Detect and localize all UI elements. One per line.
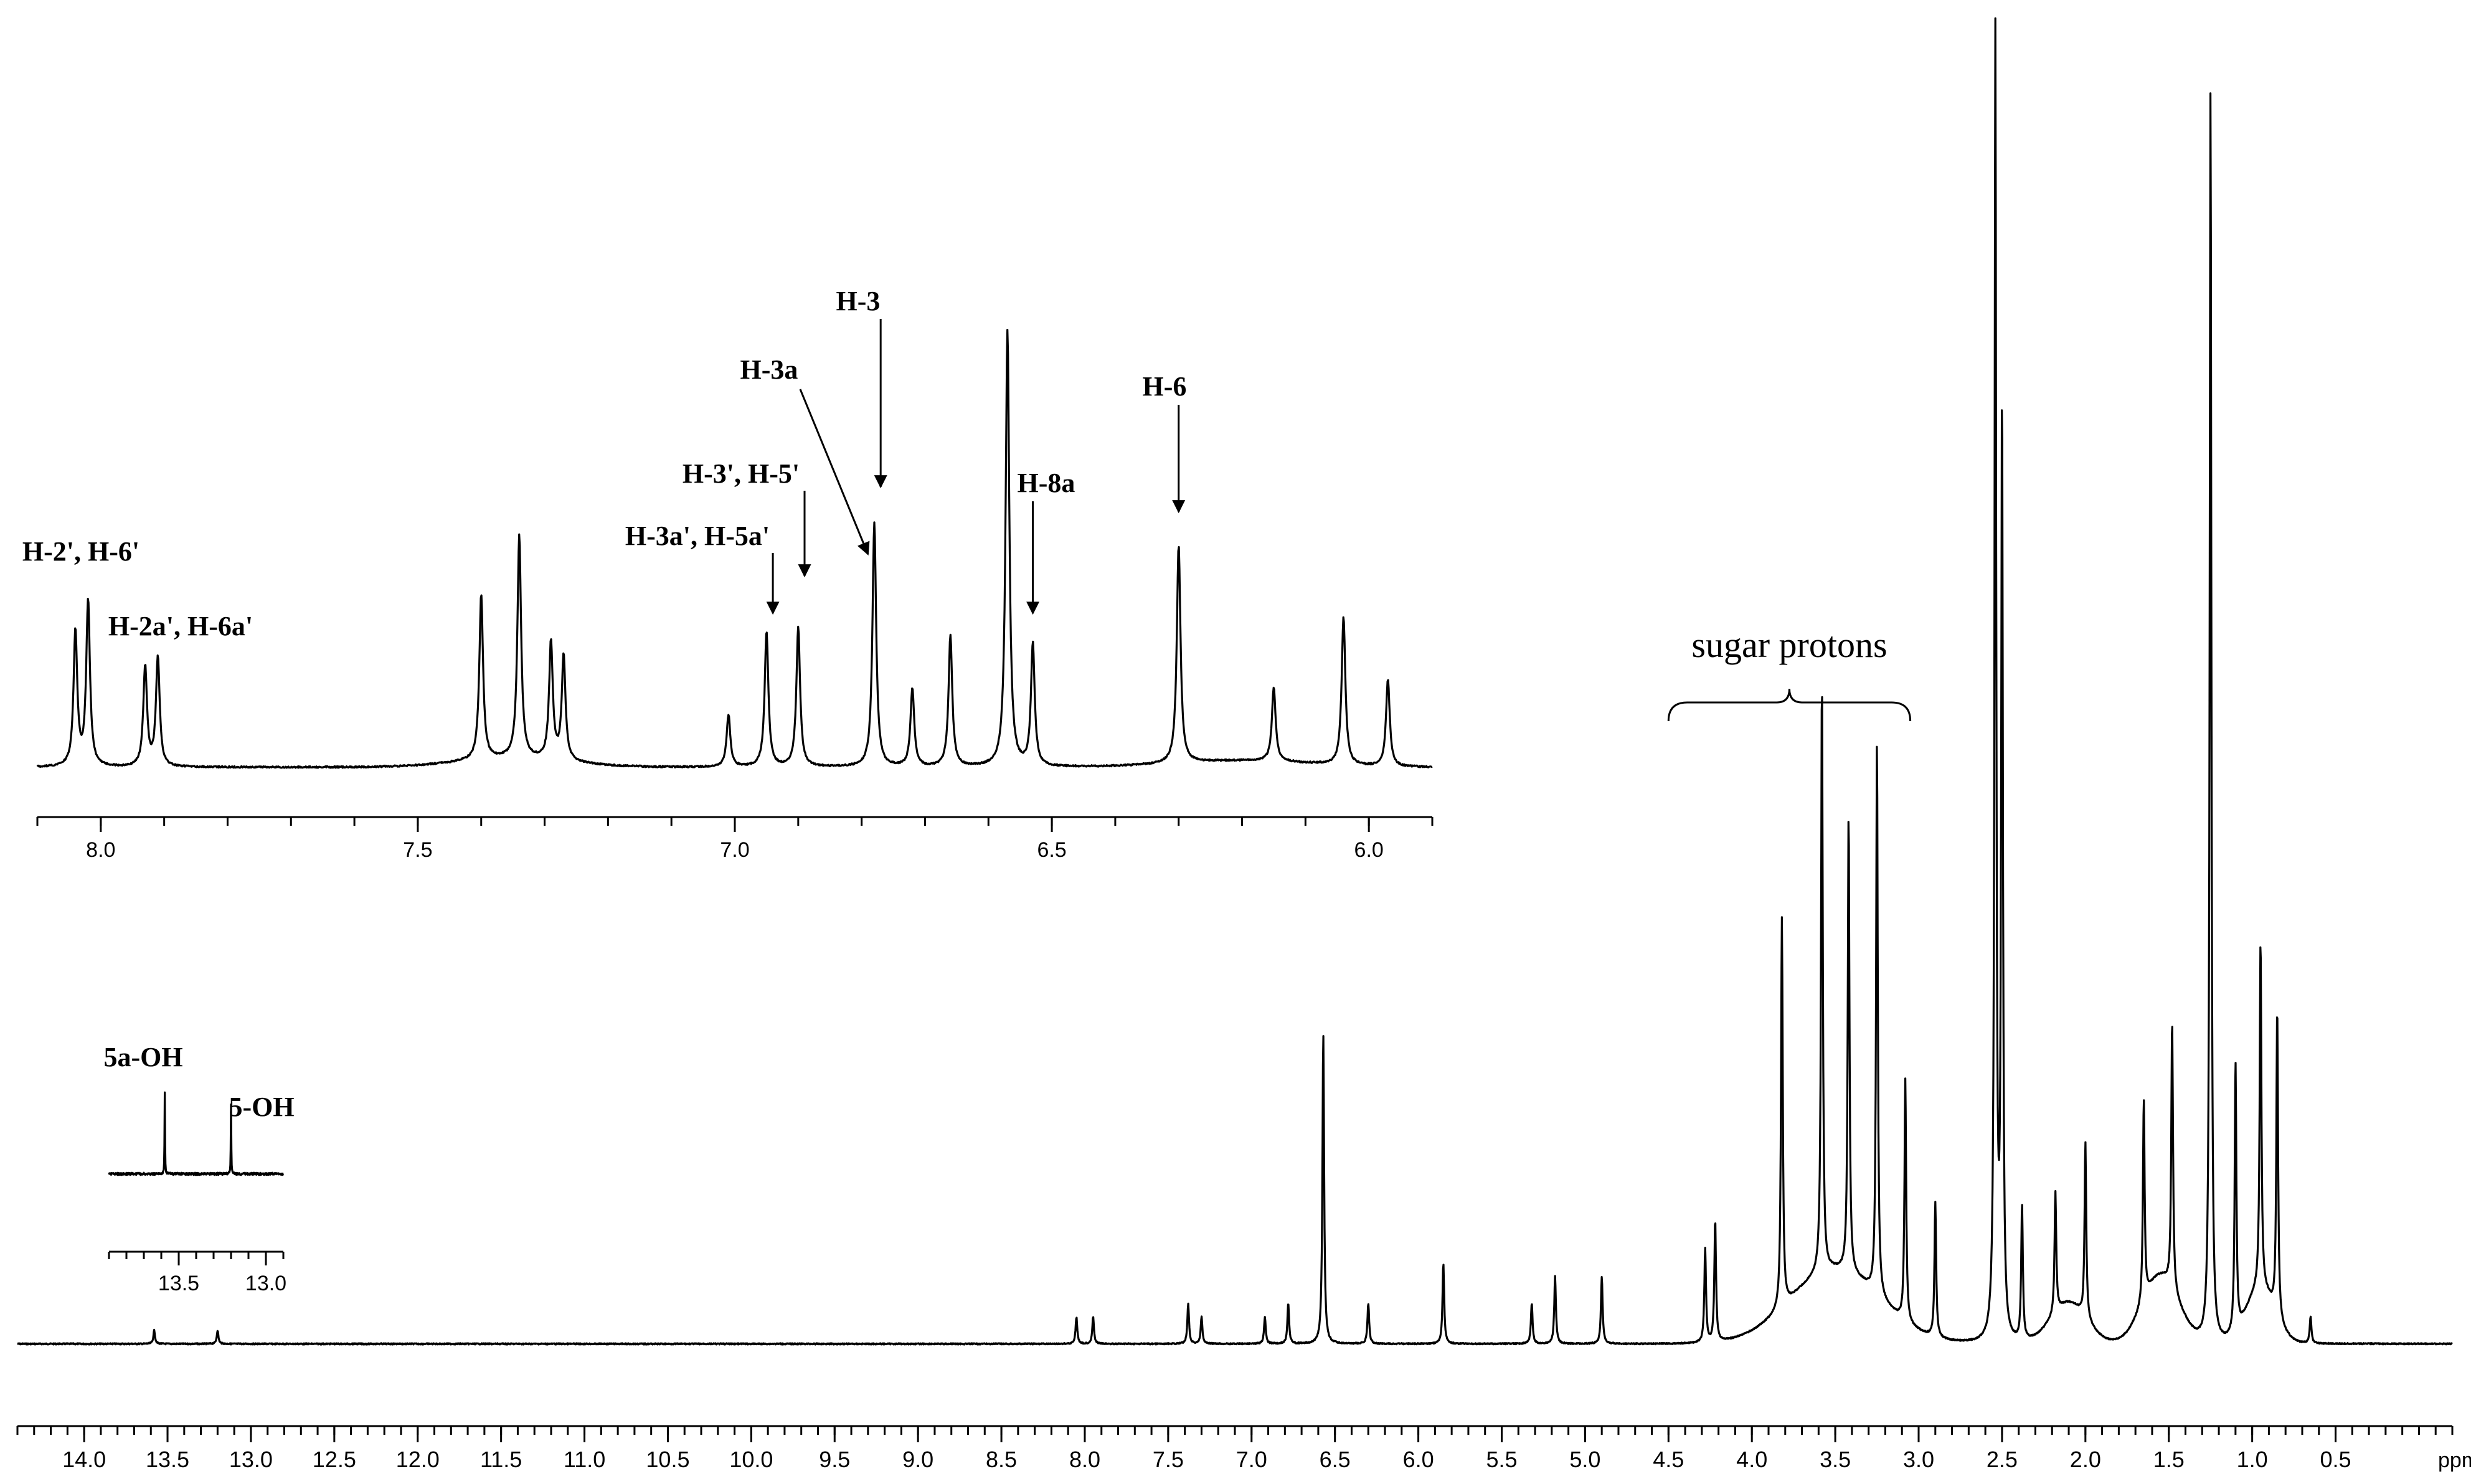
- peak-label: H-2', H-6': [22, 536, 139, 567]
- peak-label: H-3', H-5': [683, 458, 800, 489]
- x-tick-label: 7.0: [1236, 1447, 1267, 1472]
- peak-label: H-3a', H-5a': [625, 521, 770, 551]
- peak-label: H-2a', H-6a': [108, 611, 253, 641]
- x-tick-label: 5.5: [1486, 1447, 1517, 1472]
- x-tick-label: 11.5: [480, 1447, 522, 1472]
- x-tick-label: 12.5: [313, 1447, 356, 1472]
- x-tick-label: 4.0: [1736, 1447, 1767, 1472]
- peak-arrow: [799, 389, 870, 555]
- x-tick-label: 12.0: [396, 1447, 440, 1472]
- main-x-unit-label: ppm: [2438, 1449, 2471, 1472]
- x-tick-label: 6.5: [1320, 1447, 1351, 1472]
- x-tick-label: 2.5: [1987, 1447, 2018, 1472]
- x-tick-label: 11.0: [564, 1447, 605, 1472]
- aromatic-inset-x-ticks: 8.0 7.5 7.0 6.5 6.0: [36, 817, 1434, 862]
- hydroxyl-peak-labels: 5a-OH 5-OH: [103, 1042, 294, 1122]
- peak-label: 5a-OH: [103, 1042, 182, 1072]
- x-tick-label: 10.5: [646, 1447, 689, 1472]
- x-tick-label: 6.0: [1403, 1447, 1434, 1472]
- aromatic-peak-labels: H-2', H-6' H-2a', H-6a' H-3a', H-5a' H-3', …: [22, 286, 1187, 641]
- x-tick-label: 4.5: [1653, 1447, 1684, 1472]
- hydroxyl-inset-x-ticks: 13.5 13.0: [108, 1252, 286, 1295]
- main-x-ticks: 14.0 13.5 13.0 12.5 12.0 11.5 11.0 10.5 10.0 9.5 9…: [16, 1426, 2454, 1472]
- x-tick-label: 6.5: [1037, 838, 1066, 862]
- x-tick-label: 13.5: [146, 1447, 189, 1472]
- aromatic-region-inset: 8.0 7.5 7.0 6.5 6.0 H-2', H-6'H-2a', H-6a'H-…: [22, 286, 1434, 862]
- aromatic-inset-trace: [36, 329, 1433, 769]
- x-tick-label: 7.5: [1153, 1447, 1184, 1472]
- main-spectrum-panel: 14.0 13.5 13.0 12.5 12.0 11.5 11.0 10.5 10.0 9.5 9…: [16, 17, 2471, 1472]
- x-tick-label: 9.5: [819, 1447, 850, 1472]
- x-tick-label: 13.5: [158, 1272, 199, 1295]
- sugar-protons-brace: [1667, 688, 1912, 722]
- x-tick-label: 9.0: [902, 1447, 933, 1472]
- x-tick-label: 8.5: [986, 1447, 1017, 1472]
- x-tick-label: 1.5: [2153, 1447, 2185, 1472]
- x-tick-label: 5.0: [1569, 1447, 1600, 1472]
- sugar-protons-label: sugar protons: [1691, 625, 1887, 665]
- hydroxyl-inset-trace: [108, 1091, 284, 1176]
- x-tick-label: 10.0: [729, 1447, 773, 1472]
- x-tick-label: 3.0: [1903, 1447, 1934, 1472]
- x-tick-label: 1.0: [2237, 1447, 2268, 1472]
- x-tick-label: 14.0: [62, 1447, 106, 1472]
- x-tick-label: 13.0: [245, 1272, 286, 1295]
- x-tick-label: 0.5: [2320, 1447, 2351, 1472]
- peak-label: H-6: [1143, 371, 1187, 402]
- peak-label: H-3a: [740, 354, 798, 385]
- x-tick-label: 13.0: [229, 1447, 273, 1472]
- peak-label: 5-OH: [229, 1092, 294, 1122]
- x-tick-label: 3.5: [1820, 1447, 1851, 1472]
- peak-label: H-8a: [1018, 468, 1075, 498]
- x-tick-label: 6.0: [1354, 838, 1384, 862]
- x-tick-label: 7.0: [720, 838, 749, 862]
- x-tick-label: 8.0: [86, 838, 115, 862]
- main-spectrum-trace: [17, 17, 2453, 1346]
- x-tick-label: 8.0: [1069, 1447, 1100, 1472]
- x-tick-label: 7.5: [403, 838, 432, 862]
- peak-label: H-3: [836, 286, 881, 316]
- hydroxyl-region-inset: 13.5 13.0 5a-OH 5-OH: [103, 1042, 294, 1295]
- x-tick-label: 2.0: [2070, 1447, 2101, 1472]
